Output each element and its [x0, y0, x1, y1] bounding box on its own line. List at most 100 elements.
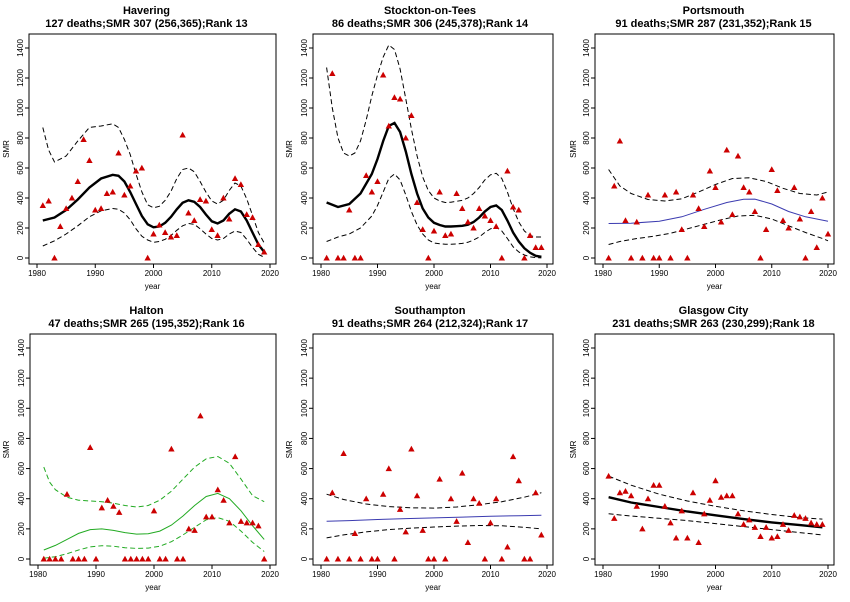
data-point [734, 152, 742, 159]
upper-confidence-band [608, 169, 829, 202]
y-tick-label: 400 [17, 491, 26, 505]
data-point [226, 215, 233, 222]
y-tick-label: 1400 [582, 39, 591, 57]
data-point [103, 190, 111, 197]
data-point [150, 230, 157, 237]
fitted-trend-line [326, 121, 542, 258]
data-point [329, 70, 336, 77]
data-point [622, 217, 629, 224]
data-point [701, 510, 708, 517]
y-tick-label: 800 [300, 131, 309, 145]
data-point [622, 487, 629, 494]
data-point [701, 223, 708, 230]
y-tick-label: 800 [300, 431, 309, 445]
data-point [40, 555, 47, 562]
data-point [639, 254, 646, 261]
data-point [255, 522, 262, 529]
data-point [81, 555, 88, 562]
data-point [220, 194, 227, 201]
data-point [746, 516, 753, 523]
data-point [661, 191, 669, 198]
data-point [62, 205, 70, 212]
x-tick-label: 1990 [650, 269, 668, 278]
y-tick-label: 1400 [17, 339, 26, 357]
y-tick-label: 1400 [300, 39, 309, 57]
data-point [627, 492, 635, 499]
data-point [226, 519, 233, 526]
x-tick-label: 1990 [650, 570, 668, 579]
x-tick-label: 1980 [312, 570, 330, 579]
data-point [464, 539, 472, 545]
data-point [220, 497, 227, 503]
data-point [538, 531, 545, 538]
x-tick-label: 1990 [86, 269, 104, 278]
y-tick-label: 1000 [17, 399, 26, 417]
x-tick-label: 2020 [538, 570, 556, 579]
data-point [323, 555, 330, 562]
data-point [52, 555, 59, 562]
chart-subtitle: 231 deaths;SMR 263 (230,299);Rank 18 [612, 318, 814, 330]
y-tick-label: 400 [300, 491, 309, 505]
y-axis-label: SMR [569, 440, 578, 458]
data-point [678, 226, 685, 233]
data-point [515, 477, 522, 484]
data-point [723, 146, 730, 153]
data-point [476, 205, 483, 212]
y-tick-label: 1000 [582, 99, 591, 117]
x-tick-label: 1980 [29, 570, 47, 579]
data-point [167, 233, 175, 240]
data-point [734, 510, 742, 517]
y-axis-label: SMR [2, 440, 11, 458]
data-point [214, 486, 221, 493]
data-point [161, 229, 169, 236]
data-point [98, 504, 105, 511]
data-point [616, 137, 624, 144]
data-point [329, 489, 336, 496]
data-point [57, 223, 64, 230]
data-point [498, 254, 505, 261]
x-tick-label: 2000 [425, 269, 443, 278]
data-point [260, 248, 268, 255]
y-tick-label: 200 [16, 221, 25, 235]
chart-subtitle: 91 deaths;SMR 264 (212,324);Rank 17 [332, 318, 528, 330]
data-point [779, 217, 787, 224]
data-point [408, 445, 415, 452]
data-point [97, 205, 105, 212]
data-point [605, 254, 612, 261]
y-tick-label: 800 [582, 131, 591, 145]
data-point [179, 131, 186, 138]
y-axis-label: SMR [285, 140, 294, 158]
data-point [532, 244, 539, 251]
data-point [802, 254, 809, 261]
data-point [430, 227, 438, 234]
y-tick-label: 400 [582, 191, 591, 205]
data-point [470, 224, 477, 231]
data-point [526, 555, 534, 562]
data-point [824, 230, 832, 237]
data-point [39, 202, 47, 209]
y-tick-label: 0 [300, 255, 309, 260]
data-point [487, 519, 494, 526]
upper-confidence-band [326, 44, 542, 238]
y-tick-label: 1400 [300, 339, 309, 357]
data-point [768, 534, 775, 541]
data-point [419, 226, 426, 233]
data-point [132, 167, 140, 174]
y-axis-label: SMR [569, 140, 578, 158]
data-point [351, 254, 359, 261]
data-point [717, 494, 725, 500]
data-point [203, 513, 210, 520]
chart-title: Southampton [395, 305, 466, 317]
data-point [785, 224, 792, 231]
data-point [695, 205, 702, 212]
y-tick-label: 800 [16, 131, 25, 145]
data-point [430, 555, 438, 562]
x-axis-label: year [145, 282, 161, 291]
data-point [340, 450, 347, 457]
y-tick-label: 800 [17, 431, 26, 445]
data-point [379, 71, 387, 78]
data-point [208, 226, 215, 233]
data-point [521, 254, 528, 261]
data-point [425, 555, 432, 562]
